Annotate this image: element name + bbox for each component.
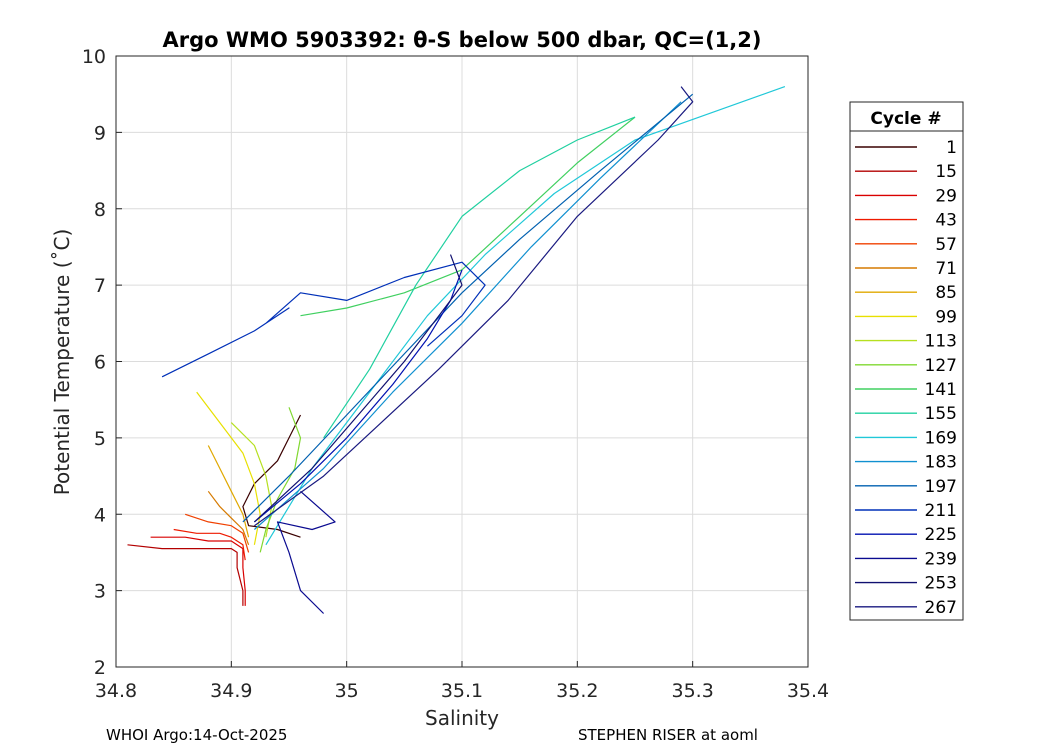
y-tick-label: 8 xyxy=(94,199,106,221)
series-line-cycle-57 xyxy=(185,513,250,553)
y-tick-label: 3 xyxy=(94,581,106,603)
y-tick-label: 6 xyxy=(94,352,106,374)
legend-label: 211 xyxy=(925,501,957,521)
x-tick-label: 35 xyxy=(335,680,359,702)
legend-label: 183 xyxy=(925,453,957,473)
legend-label: 71 xyxy=(935,259,957,279)
y-tick-label: 2 xyxy=(94,657,106,679)
legend-label: 169 xyxy=(925,428,957,448)
series-line-cycle-183 xyxy=(254,101,682,530)
series-line-cycle-99 xyxy=(196,391,261,545)
legend-label: 155 xyxy=(925,404,957,424)
legend-label: 85 xyxy=(935,283,957,303)
legend-label: 113 xyxy=(925,332,957,352)
series-line-cycle-211 xyxy=(161,261,486,378)
y-axis-ticks: 2 3 4 5 6 7 8 9 10 xyxy=(82,46,122,679)
series-line-cycle-113 xyxy=(230,422,273,538)
footer-left: WHOI Argo:14-Oct-2025 xyxy=(106,726,287,744)
x-tick-label: 34.8 xyxy=(95,680,137,702)
legend-label: 225 xyxy=(925,525,957,545)
x-tick-label: 35.2 xyxy=(556,680,598,702)
chart-title: Argo WMO 5903392: θ-S below 500 dbar, QC… xyxy=(163,28,762,52)
series-line-cycle-1 xyxy=(242,414,302,538)
legend-label: 1 xyxy=(946,138,957,158)
x-tick-label: 35.1 xyxy=(441,680,483,702)
legend-label: 267 xyxy=(925,598,957,618)
legend-label: 15 xyxy=(935,162,957,182)
legend-label: 29 xyxy=(935,186,957,206)
data-series xyxy=(127,86,786,614)
y-tick-label: 10 xyxy=(82,46,106,68)
series-line-cycle-267 xyxy=(254,86,694,527)
legend-label: 141 xyxy=(925,380,957,400)
series-line-cycle-239 xyxy=(276,490,336,614)
series-line-cycle-15 xyxy=(127,544,244,606)
legend-label: 99 xyxy=(935,307,957,327)
footer-right: STEPHEN RISER at aoml xyxy=(578,726,758,744)
y-tick-label: 5 xyxy=(94,428,106,450)
series-line-cycle-71 xyxy=(207,490,250,546)
legend: Cycle # 1 15 29 43 57 71 85 99 113 127 141 155 169 18… xyxy=(849,101,964,621)
y-axis-label: Potential Temperature (˚C) xyxy=(50,229,74,496)
legend-label: 127 xyxy=(925,356,957,376)
x-tick-label: 35.4 xyxy=(787,680,829,702)
x-axis-ticks: 34.8 34.9 35 35.1 35.2 35.3 35.4 xyxy=(95,661,829,702)
y-tick-label: 7 xyxy=(94,275,106,297)
series-line-cycle-253 xyxy=(253,254,463,523)
series-line-cycle-43 xyxy=(173,528,246,561)
x-tick-label: 34.9 xyxy=(210,680,252,702)
x-axis-label: Salinity xyxy=(425,706,499,730)
legend-items: 1 15 29 43 57 71 85 99 113 127 141 155 169 183 197 211 2… xyxy=(855,138,957,618)
series-line-cycle-155 xyxy=(323,116,636,439)
y-tick-label: 4 xyxy=(94,504,106,526)
legend-label: 197 xyxy=(925,477,957,497)
series-line-cycle-85 xyxy=(207,445,250,538)
series-line-cycle-29 xyxy=(150,536,246,606)
legend-title: Cycle # xyxy=(870,109,941,129)
series-line-cycle-127 xyxy=(259,407,302,553)
x-tick-label: 35.3 xyxy=(672,680,714,702)
legend-label: 253 xyxy=(925,574,957,594)
legend-label: 43 xyxy=(935,211,957,231)
legend-label: 239 xyxy=(925,549,957,569)
y-tick-label: 9 xyxy=(94,122,106,144)
legend-label: 57 xyxy=(935,235,957,255)
